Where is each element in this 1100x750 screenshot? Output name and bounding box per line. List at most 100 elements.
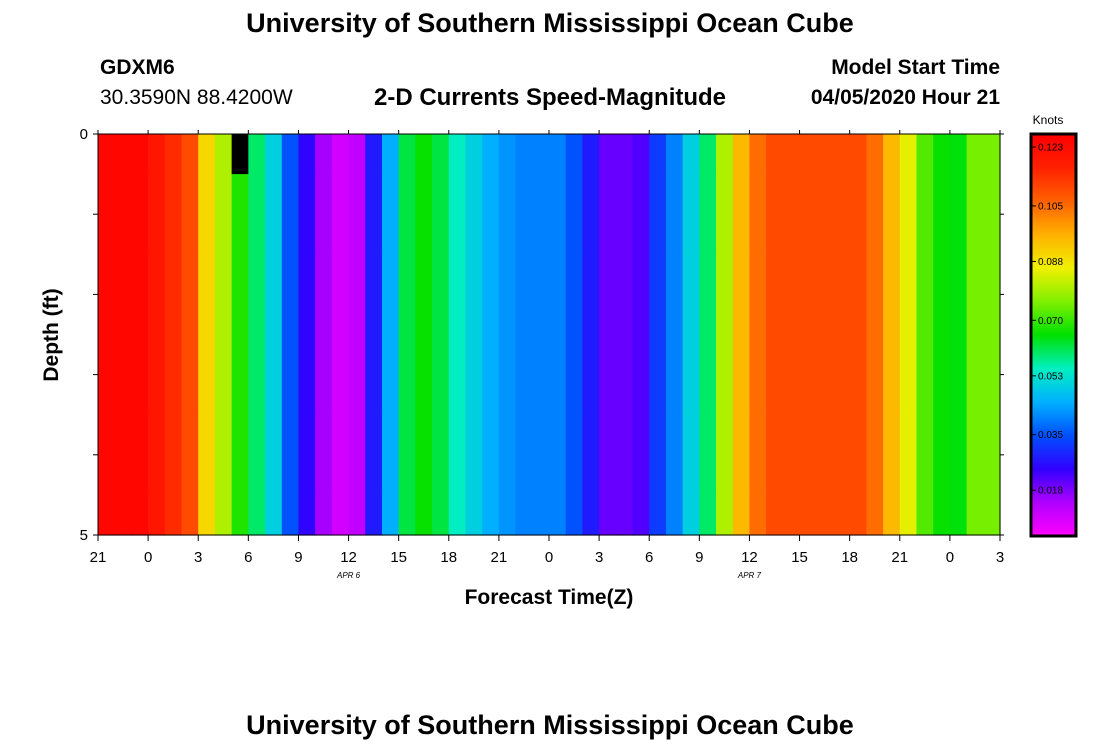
heatmap-cell — [348, 254, 366, 336]
heatmap-cell — [883, 414, 901, 496]
heatmap-cell — [114, 174, 132, 255]
heatmap-cell — [716, 494, 734, 536]
heatmap-cell — [966, 334, 984, 416]
heatmap-cell — [966, 174, 984, 255]
heatmap-cell — [448, 174, 467, 255]
heatmap-cell — [632, 254, 650, 336]
heatmap-cell — [231, 174, 249, 255]
heatmap-cell — [398, 414, 416, 496]
heatmap-cell — [615, 334, 634, 416]
heatmap-cell — [515, 494, 533, 536]
heatmap-cell — [615, 494, 634, 536]
heatmap-cell — [899, 334, 918, 416]
heatmap-cell — [665, 414, 684, 496]
heatmap-cell — [983, 134, 1001, 175]
heatmap-cell — [665, 134, 684, 175]
heatmap-cell — [465, 414, 483, 496]
heatmap-cell — [899, 494, 918, 536]
heatmap-cell — [883, 174, 901, 255]
heatmap-cell — [114, 254, 132, 336]
heatmap-cell — [933, 494, 951, 536]
model-start-value: 04/05/2020 Hour 21 — [810, 86, 1000, 109]
colorbar: 0.123 0.105 0.088 0.070 0.053 0.035 0.018 — [1029, 132, 1078, 538]
heatmap-cell — [281, 254, 300, 336]
heatmap-cell — [281, 174, 300, 255]
heatmap-cell — [849, 334, 867, 416]
heatmap-cell — [849, 174, 867, 255]
heatmap-cell — [532, 334, 550, 416]
x-tick-label: 15 — [791, 549, 808, 566]
heatmap-cell — [498, 494, 517, 536]
heatmap-cell — [114, 494, 132, 536]
x-tick-label: 9 — [695, 549, 703, 566]
heatmap-cell — [816, 134, 834, 175]
heatmap-cell — [365, 174, 383, 255]
heatmap-cell — [164, 174, 183, 255]
heatmap-cell — [732, 414, 751, 496]
heatmap-cell — [181, 134, 199, 175]
heatmap-cell — [331, 334, 350, 416]
heatmap-cell — [816, 494, 834, 536]
heatmap-cell — [565, 134, 583, 175]
heatmap-cell — [599, 174, 617, 255]
heatmap-cell — [549, 494, 567, 536]
heatmap-cell — [148, 494, 166, 536]
heatmap-cell — [398, 134, 416, 175]
heatmap-cell — [381, 414, 400, 496]
heatmap-cell — [816, 334, 834, 416]
y-tick-label: 5 — [80, 527, 88, 544]
heatmap-cell — [498, 254, 517, 336]
heatmap-cell — [832, 334, 851, 416]
heatmap-cell — [766, 174, 784, 255]
heatmap-cell — [933, 414, 951, 496]
heatmap-cell — [632, 134, 650, 175]
x-tick-label: 9 — [294, 549, 302, 566]
page-title: University of Southern Mississippi Ocean… — [246, 8, 854, 38]
heatmap-cell — [899, 134, 918, 175]
x-tick-label: 21 — [491, 549, 508, 566]
heatmap-cell — [248, 414, 266, 496]
heatmap-cell — [615, 414, 634, 496]
heatmap-cell — [164, 254, 183, 336]
colorbar-tick-label: 0.070 — [1038, 316, 1063, 327]
heatmap-cell — [866, 414, 884, 496]
heatmap-cell — [866, 494, 884, 536]
heatmap-cell — [565, 174, 583, 255]
heatmap-cell — [933, 254, 951, 336]
heatmap-cell — [699, 174, 717, 255]
heatmap-cell — [899, 414, 918, 496]
heatmap-cell — [381, 134, 400, 175]
heatmap-cell — [716, 414, 734, 496]
y-axis-label: Depth (ft) — [40, 288, 63, 381]
heatmap-cell — [599, 414, 617, 496]
heatmap-cell — [699, 414, 717, 496]
heatmap-cell — [983, 334, 1001, 416]
heatmap-cell — [198, 334, 216, 416]
heatmap-cell — [549, 174, 567, 255]
heatmap-cell — [732, 134, 751, 175]
heatmap-cell — [315, 134, 333, 175]
x-tick-label: 21 — [891, 549, 908, 566]
heatmap-cell — [782, 254, 801, 336]
heatmap-cell — [98, 334, 116, 416]
x-tick-label: 12 — [741, 549, 758, 566]
station-coords: 30.3590N 88.4200W — [100, 86, 293, 109]
heatmap-cell — [916, 494, 934, 536]
colorbar-tick-label: 0.105 — [1038, 201, 1063, 212]
heatmap-cell — [799, 414, 817, 496]
heatmap-cell — [482, 494, 500, 536]
heatmap-cell — [98, 414, 116, 496]
heatmap-cell — [782, 174, 801, 255]
heatmap-cell — [883, 334, 901, 416]
heatmap-cell — [214, 414, 233, 496]
heatmap-cell — [766, 414, 784, 496]
heatmap-cell — [482, 254, 500, 336]
heatmap-cell — [432, 334, 450, 416]
heatmap-cell — [398, 174, 416, 255]
heatmap-cell — [716, 334, 734, 416]
heatmap-cell — [966, 134, 984, 175]
heatmap-cell — [498, 334, 517, 416]
x-tick-label: 0 — [545, 549, 553, 566]
heatmap-cell — [164, 134, 183, 175]
heatmap-cell — [164, 334, 183, 416]
